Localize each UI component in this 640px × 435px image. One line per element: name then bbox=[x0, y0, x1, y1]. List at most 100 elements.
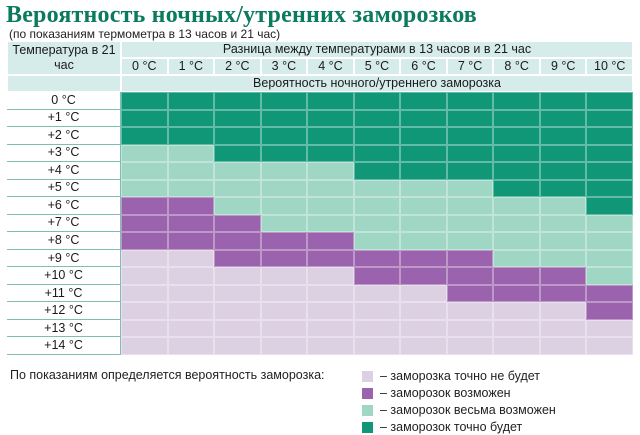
heatmap-cell bbox=[167, 127, 215, 145]
heatmap-cell bbox=[167, 319, 215, 338]
heatmap-cell bbox=[353, 109, 401, 128]
heatmap-cell bbox=[353, 319, 401, 338]
heatmap-cell bbox=[307, 249, 354, 268]
heatmap-cell bbox=[260, 249, 308, 268]
heatmap-cell bbox=[307, 337, 354, 355]
row-label: +10 °C bbox=[7, 267, 121, 285]
heatmap-cell bbox=[307, 302, 354, 320]
heatmap-cell bbox=[493, 179, 540, 198]
column-header: 9 °C bbox=[539, 58, 587, 75]
legend-swatch bbox=[362, 370, 373, 382]
heatmap-cell bbox=[353, 284, 401, 303]
row-label: +2 °C bbox=[7, 127, 121, 145]
heatmap-cell bbox=[539, 92, 587, 110]
heatmap-cell bbox=[539, 109, 587, 128]
heatmap-cell bbox=[307, 267, 354, 285]
heatmap-cell bbox=[214, 179, 261, 198]
heatmap-cell bbox=[167, 214, 215, 233]
column-header: 3 °C bbox=[260, 58, 308, 75]
heatmap-cell bbox=[167, 232, 215, 250]
heatmap-cell bbox=[121, 319, 168, 338]
heatmap-cell bbox=[400, 179, 447, 198]
heatmap-cell bbox=[214, 319, 261, 338]
heatmap-cell bbox=[260, 144, 308, 163]
heatmap-cell bbox=[586, 109, 633, 128]
heatmap-cell bbox=[214, 214, 261, 233]
legend-caption: По показаниям определяется вероятность з… bbox=[10, 368, 325, 382]
heatmap-cell bbox=[539, 232, 587, 250]
heatmap-cell bbox=[539, 127, 587, 145]
heatmap-cell bbox=[260, 337, 308, 355]
heatmap-cell bbox=[121, 214, 168, 233]
heatmap-cell bbox=[167, 179, 215, 198]
heatmap-cell bbox=[260, 162, 308, 180]
heatmap-cell bbox=[121, 284, 168, 303]
heatmap-cell bbox=[400, 267, 447, 285]
column-header: 7 °C bbox=[446, 58, 494, 75]
legend-item: – заморозок точно будет bbox=[362, 419, 522, 435]
row-label: +12 °C bbox=[7, 302, 121, 320]
heatmap-cell bbox=[586, 232, 633, 250]
heatmap-cell bbox=[121, 302, 168, 320]
heatmap-cell bbox=[353, 232, 401, 250]
legend-label: – заморозок весьма возможен bbox=[380, 403, 556, 417]
heatmap-cell bbox=[260, 284, 308, 303]
heatmap-cell bbox=[493, 284, 540, 303]
heatmap-cell bbox=[446, 319, 494, 338]
heatmap-cell bbox=[214, 267, 261, 285]
column-group-header: Разница между температурами в 13 часов и… bbox=[121, 41, 633, 58]
heatmap-cell bbox=[260, 127, 308, 145]
heatmap-cell bbox=[539, 302, 587, 320]
heatmap-cell bbox=[539, 197, 587, 215]
heatmap-cell bbox=[214, 197, 261, 215]
heatmap-cell bbox=[167, 249, 215, 268]
legend-label: – заморозок точно будет bbox=[380, 420, 523, 434]
heatmap-cell bbox=[400, 127, 447, 145]
heatmap-cell bbox=[260, 232, 308, 250]
heatmap-cell bbox=[539, 337, 587, 355]
heatmap-cell bbox=[167, 337, 215, 355]
heatmap-cell bbox=[446, 127, 494, 145]
heatmap-cell bbox=[400, 319, 447, 338]
column-header: 10 °C bbox=[586, 58, 633, 75]
heatmap-cell bbox=[353, 214, 401, 233]
heatmap-cell bbox=[446, 197, 494, 215]
heatmap-cell bbox=[214, 302, 261, 320]
legend-swatch bbox=[362, 421, 373, 433]
heatmap-cell bbox=[400, 249, 447, 268]
heatmap-cell bbox=[167, 302, 215, 320]
heatmap-cell bbox=[121, 144, 168, 163]
heatmap-cell bbox=[121, 109, 168, 128]
heatmap-cell bbox=[400, 92, 447, 110]
row-header-label: Температура в 21 час bbox=[7, 41, 121, 75]
heatmap-cell bbox=[353, 337, 401, 355]
heatmap-cell bbox=[214, 109, 261, 128]
heatmap-cell bbox=[493, 232, 540, 250]
heatmap-cell bbox=[214, 284, 261, 303]
heatmap-cell bbox=[400, 214, 447, 233]
legend-item: – заморозок весьма возможен bbox=[362, 402, 556, 418]
heatmap-cell bbox=[307, 319, 354, 338]
heatmap-cell bbox=[214, 232, 261, 250]
column-header: 1 °C bbox=[167, 58, 215, 75]
column-header: 2 °C bbox=[214, 58, 261, 75]
heatmap-cell bbox=[214, 127, 261, 145]
row-label: 0 °C bbox=[7, 92, 121, 110]
heatmap-cell bbox=[353, 249, 401, 268]
heatmap-cell bbox=[586, 162, 633, 180]
heatmap-cell bbox=[586, 267, 633, 285]
heatmap-cell bbox=[539, 179, 587, 198]
heatmap-cell bbox=[446, 232, 494, 250]
heatmap-cell bbox=[400, 284, 447, 303]
heatmap-cell bbox=[586, 144, 633, 163]
heatmap-cell bbox=[167, 162, 215, 180]
row-label: +4 °C bbox=[7, 162, 121, 180]
heatmap-cell bbox=[539, 214, 587, 233]
heatmap-cell bbox=[307, 162, 354, 180]
row-label: +3 °C bbox=[7, 144, 121, 163]
heatmap-cell bbox=[353, 92, 401, 110]
heatmap-cell bbox=[539, 319, 587, 338]
heatmap-cell bbox=[493, 302, 540, 320]
column-header: 5 °C bbox=[353, 58, 401, 75]
column-header: 4 °C bbox=[307, 58, 354, 75]
